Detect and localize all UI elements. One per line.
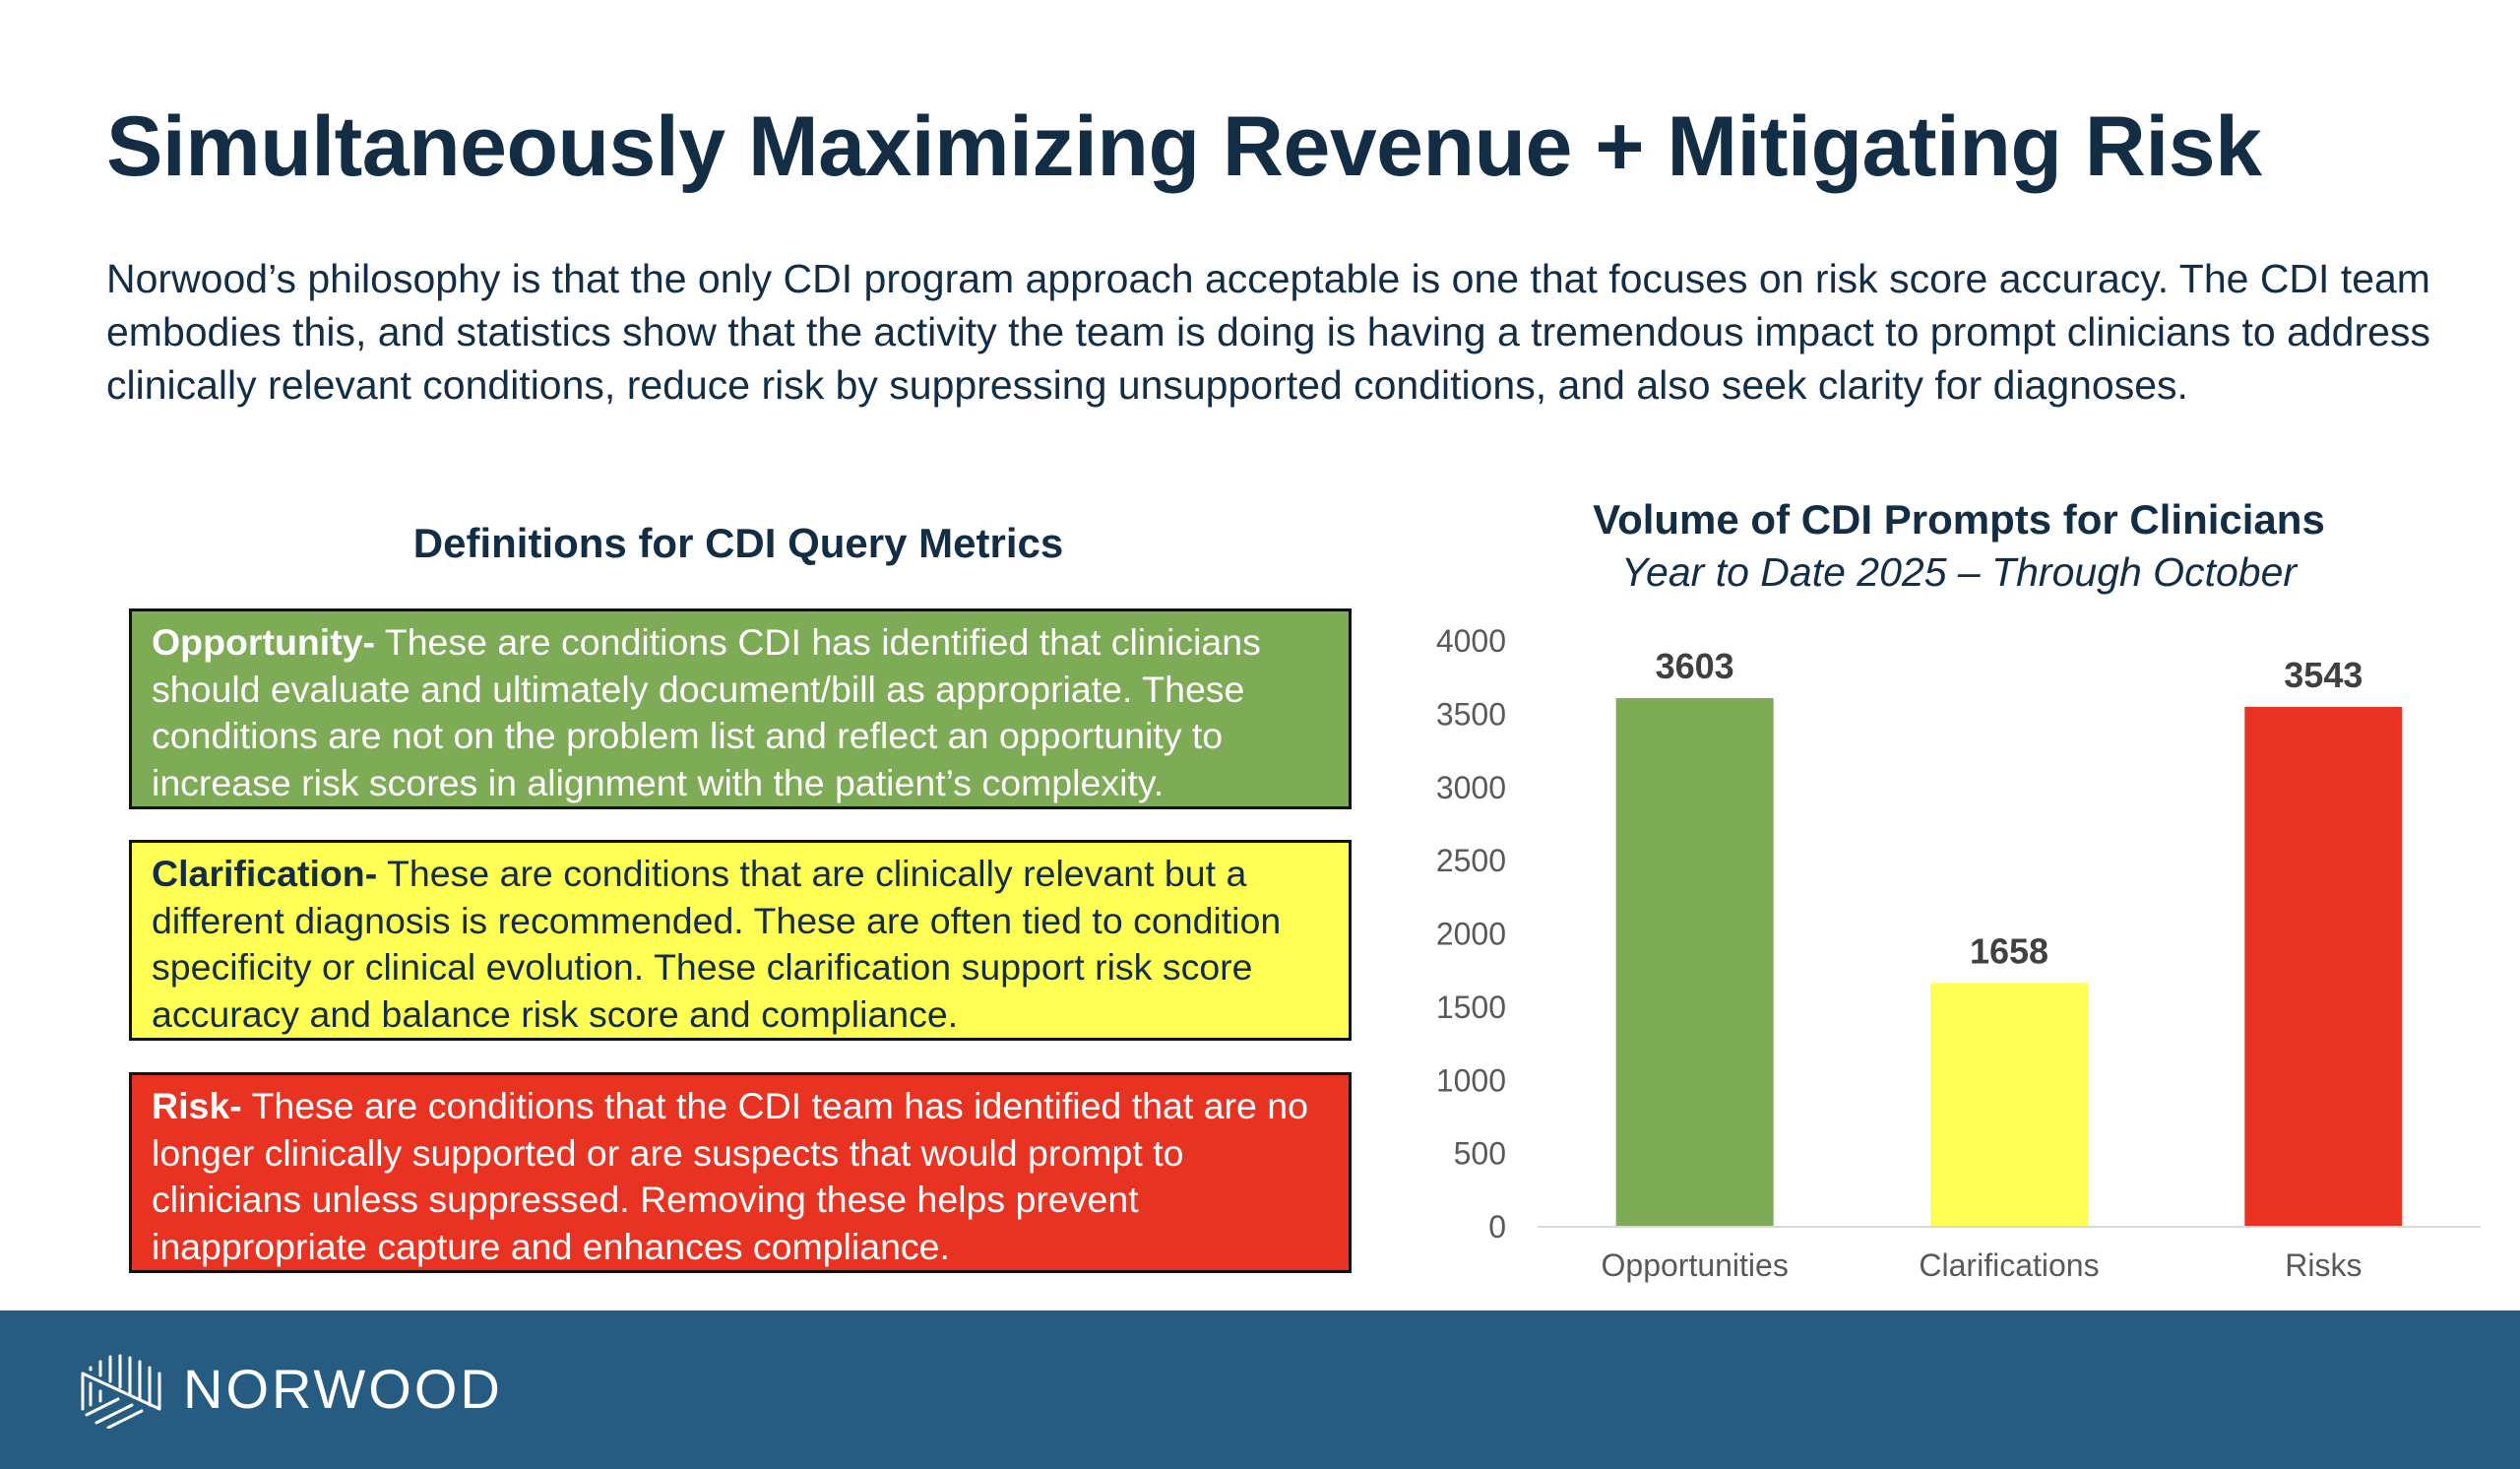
x-tick-label: Opportunities xyxy=(1602,1247,1789,1283)
definition-text: These are conditions that are clinically… xyxy=(152,853,1282,1035)
chart-subtitle: Year to Date 2025 – Through October xyxy=(1620,549,2298,595)
bar-risks xyxy=(2244,706,2403,1226)
brand-name: NORWOOD xyxy=(183,1358,503,1420)
y-tick-label: 2500 xyxy=(1436,843,1506,878)
y-tick-label: 500 xyxy=(1454,1136,1506,1172)
bar-clarifications xyxy=(1930,983,2088,1226)
y-tick-label: 2000 xyxy=(1436,917,1506,952)
definition-text: These are conditions CDI has identified … xyxy=(152,621,1261,803)
definition-risk: Risk- These are conditions that the CDI … xyxy=(129,1072,1352,1273)
definition-opportunity: Opportunity- These are conditions CDI ha… xyxy=(129,608,1352,809)
definition-term: Opportunity- xyxy=(152,621,376,663)
definition-text: These are conditions that the CDI team h… xyxy=(152,1085,1308,1267)
definition-clarification: Clarification- These are conditions that… xyxy=(129,840,1352,1041)
data-label: 3603 xyxy=(1656,646,1734,686)
norwood-logo-icon xyxy=(81,1354,161,1429)
y-tick-label: 4000 xyxy=(1436,623,1506,659)
y-tick-label: 3500 xyxy=(1436,696,1506,732)
definition-term: Risk- xyxy=(152,1085,242,1126)
y-tick-label: 1000 xyxy=(1436,1062,1506,1098)
data-label: 1658 xyxy=(1970,930,2048,971)
bar-opportunities xyxy=(1615,698,1774,1226)
data-label: 3543 xyxy=(2284,655,2362,695)
y-tick-label: 1500 xyxy=(1436,990,1506,1025)
x-tick-label: Clarifications xyxy=(1919,1247,2099,1283)
slide-title: Simultaneously Maximizing Revenue + Miti… xyxy=(106,99,2262,194)
footer-bar xyxy=(0,1310,2520,1469)
definitions-heading: Definitions for CDI Query Metrics xyxy=(412,520,1064,566)
chart-title: Volume of CDI Prompts for Clinicians xyxy=(1593,496,2325,543)
intro-paragraph: Norwood’s philosophy is that the only CD… xyxy=(106,256,2430,408)
y-tick-label: 0 xyxy=(1488,1209,1506,1245)
y-tick-label: 3000 xyxy=(1436,770,1506,805)
x-tick-label: Risks xyxy=(2285,1247,2362,1283)
definition-term: Clarification- xyxy=(152,853,378,894)
